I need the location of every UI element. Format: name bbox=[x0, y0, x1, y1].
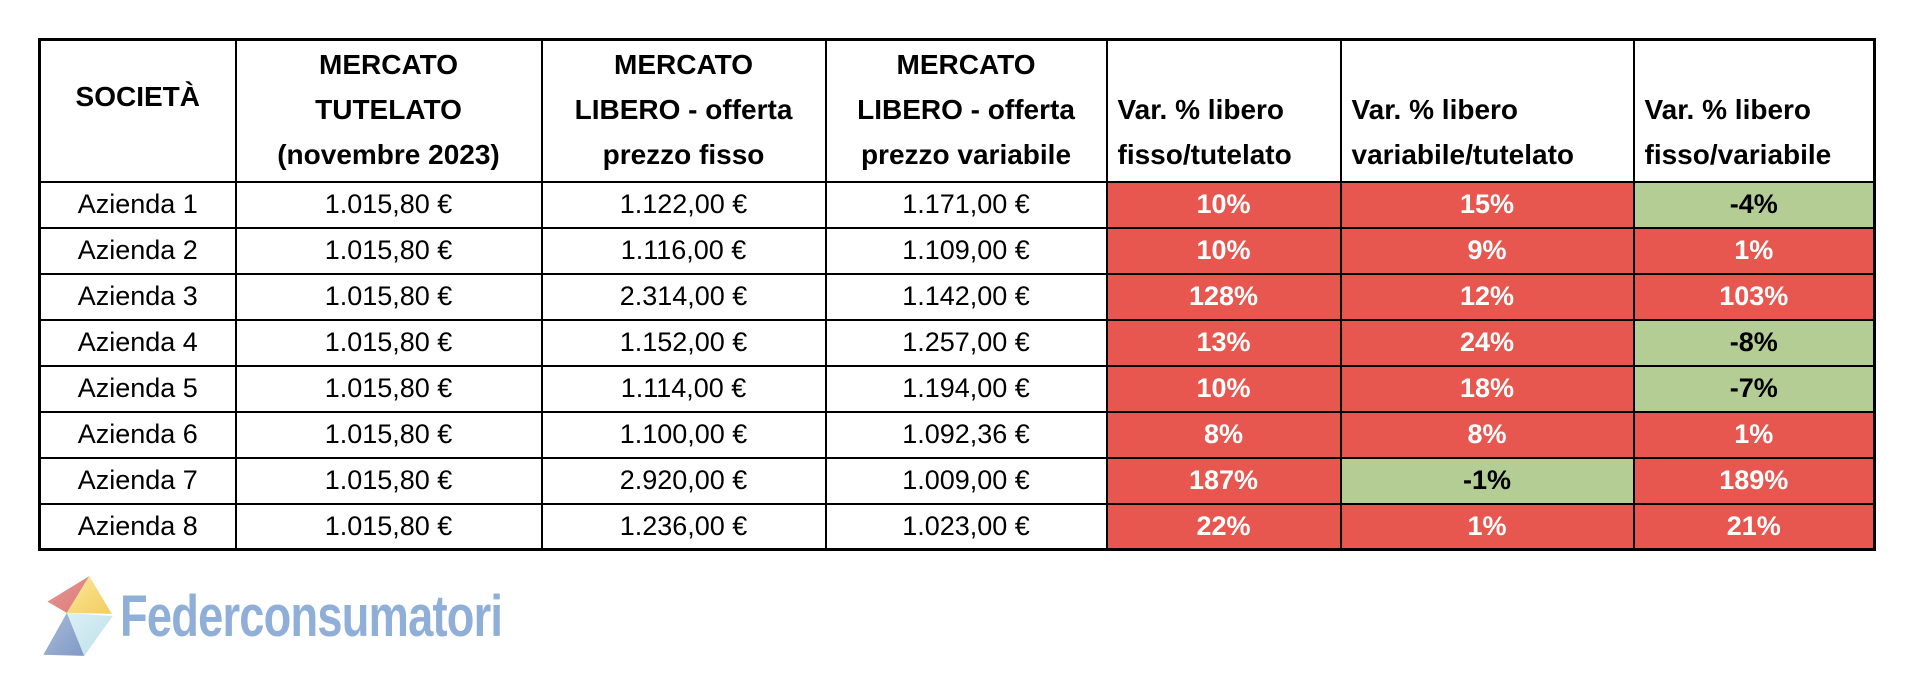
company-cell: Azienda 1 bbox=[38, 180, 237, 229]
company-cell: Azienda 4 bbox=[38, 318, 237, 367]
variation-cell: -8% bbox=[1632, 318, 1876, 367]
column-header-mercato-tutelato: MERCATO TUTELATO (novembre 2023) bbox=[234, 38, 543, 183]
header-label-line: Var. % libero bbox=[1117, 93, 1285, 125]
column-header-var-fisso-tutelato: Var. % libero fisso/tutelato bbox=[1105, 38, 1342, 183]
price-cell: 1.015,80 € bbox=[234, 456, 543, 505]
table-body: Azienda 1 1.015,80 € 1.122,00 € 1.171,00… bbox=[38, 180, 1876, 551]
variation-cell: -4% bbox=[1632, 180, 1876, 229]
header-label-line: (novembre 2023) bbox=[277, 138, 500, 170]
column-header-var-variabile-tutelato: Var. % libero variabile/tutelato bbox=[1339, 38, 1635, 183]
variation-cell: -7% bbox=[1632, 364, 1876, 413]
header-row: SOCIETÀ MERCATO TUTELATO (novembre 2023)… bbox=[38, 38, 1876, 183]
column-header-mercato-libero-fisso: MERCATO LIBERO - offerta prezzo fisso bbox=[540, 38, 827, 183]
company-cell: Azienda 2 bbox=[38, 226, 237, 275]
header-label-line: Var. % libero bbox=[1351, 93, 1519, 125]
company-cell: Azienda 7 bbox=[38, 456, 237, 505]
variation-cell: 128% bbox=[1105, 272, 1342, 321]
logo-triangle-cyan bbox=[66, 612, 113, 656]
price-cell: 1.015,80 € bbox=[234, 180, 543, 229]
header-label-line: TUTELATO bbox=[315, 93, 462, 125]
header-label-line: fisso/tutelato bbox=[1117, 138, 1292, 170]
variation-cell: 10% bbox=[1105, 180, 1342, 229]
price-cell: 1.100,00 € bbox=[540, 410, 827, 459]
logo-triangle-red bbox=[47, 576, 90, 613]
price-cell: 1.092,36 € bbox=[824, 410, 1108, 459]
price-cell: 1.023,00 € bbox=[824, 502, 1108, 551]
table-row: Azienda 1 1.015,80 € 1.122,00 € 1.171,00… bbox=[38, 180, 1876, 229]
logo-text: Federconsumatori bbox=[120, 584, 503, 649]
price-cell: 1.116,00 € bbox=[540, 226, 827, 275]
variation-cell: 103% bbox=[1632, 272, 1876, 321]
company-cell: Azienda 5 bbox=[38, 364, 237, 413]
logo-triangle-yellow bbox=[66, 576, 112, 614]
price-cell: 1.236,00 € bbox=[540, 502, 827, 551]
price-cell: 1.171,00 € bbox=[824, 180, 1108, 229]
column-header-societa: SOCIETÀ bbox=[38, 38, 237, 183]
price-cell: 1.015,80 € bbox=[234, 364, 543, 413]
price-cell: 1.015,80 € bbox=[234, 226, 543, 275]
variation-cell: 13% bbox=[1105, 318, 1342, 367]
variation-cell: 21% bbox=[1632, 502, 1876, 551]
variation-cell: 189% bbox=[1632, 456, 1876, 505]
header-label-line: fisso/variabile bbox=[1644, 138, 1832, 170]
price-cell: 1.114,00 € bbox=[540, 364, 827, 413]
variation-cell: 187% bbox=[1105, 456, 1342, 505]
price-cell: 1.109,00 € bbox=[824, 226, 1108, 275]
header-label-line: LIBERO - offerta bbox=[857, 93, 1075, 125]
table-row: Azienda 6 1.015,80 € 1.100,00 € 1.092,36… bbox=[38, 410, 1876, 459]
variation-cell: 22% bbox=[1105, 502, 1342, 551]
header-label-line: variabile/tutelato bbox=[1351, 138, 1575, 170]
price-cell: 2.920,00 € bbox=[540, 456, 827, 505]
variation-cell: -1% bbox=[1339, 456, 1635, 505]
column-header-mercato-libero-variabile: MERCATO LIBERO - offerta prezzo variabil… bbox=[824, 38, 1108, 183]
variation-cell: 15% bbox=[1339, 180, 1635, 229]
price-cell: 2.314,00 € bbox=[540, 272, 827, 321]
company-cell: Azienda 6 bbox=[38, 410, 237, 459]
logo-triangle-blue bbox=[43, 612, 85, 656]
variation-cell: 12% bbox=[1339, 272, 1635, 321]
table-row: Azienda 7 1.015,80 € 2.920,00 € 1.009,00… bbox=[38, 456, 1876, 505]
variation-cell: 1% bbox=[1339, 502, 1635, 551]
price-cell: 1.194,00 € bbox=[824, 364, 1108, 413]
price-cell: 1.015,80 € bbox=[234, 318, 543, 367]
header-label-line: prezzo fisso bbox=[602, 138, 765, 170]
variation-cell: 8% bbox=[1339, 410, 1635, 459]
price-cell: 1.142,00 € bbox=[824, 272, 1108, 321]
header-label-line: prezzo variabile bbox=[860, 138, 1072, 170]
column-header-var-fisso-variabile: Var. % libero fisso/variabile bbox=[1632, 38, 1876, 183]
variation-cell: 10% bbox=[1105, 226, 1342, 275]
price-cell: 1.009,00 € bbox=[824, 456, 1108, 505]
header-label-line: MERCATO bbox=[319, 48, 458, 80]
price-comparison-table: SOCIETÀ MERCATO TUTELATO (novembre 2023)… bbox=[38, 38, 1876, 551]
price-cell: 1.015,80 € bbox=[234, 272, 543, 321]
table-row: Azienda 2 1.015,80 € 1.116,00 € 1.109,00… bbox=[38, 226, 1876, 275]
header-label-line: MERCATO bbox=[896, 48, 1036, 80]
company-cell: Azienda 3 bbox=[38, 272, 237, 321]
variation-cell: 24% bbox=[1339, 318, 1635, 367]
company-cell: Azienda 8 bbox=[38, 502, 237, 551]
table-row: Azienda 4 1.015,80 € 1.152,00 € 1.257,00… bbox=[38, 318, 1876, 367]
price-cell: 1.015,80 € bbox=[234, 410, 543, 459]
price-cell: 1.257,00 € bbox=[824, 318, 1108, 367]
table-row: Azienda 8 1.015,80 € 1.236,00 € 1.023,00… bbox=[38, 502, 1876, 551]
header-label-line: Var. % libero bbox=[1644, 93, 1812, 125]
variation-cell: 9% bbox=[1339, 226, 1635, 275]
variation-cell: 1% bbox=[1632, 410, 1876, 459]
table-row: Azienda 3 1.015,80 € 2.314,00 € 1.142,00… bbox=[38, 272, 1876, 321]
variation-cell: 18% bbox=[1339, 364, 1635, 413]
table-row: Azienda 5 1.015,80 € 1.114,00 € 1.194,00… bbox=[38, 364, 1876, 413]
variation-cell: 1% bbox=[1632, 226, 1876, 275]
price-cell: 1.015,80 € bbox=[234, 502, 543, 551]
federconsumatori-logo: Federconsumatori bbox=[34, 570, 610, 664]
price-cell: 1.152,00 € bbox=[540, 318, 827, 367]
header-label-line: MERCATO bbox=[614, 48, 753, 80]
federconsumatori-logo-icon bbox=[43, 576, 113, 656]
price-comparison-table-wrap: SOCIETÀ MERCATO TUTELATO (novembre 2023)… bbox=[38, 38, 1876, 551]
header-label: SOCIETÀ bbox=[75, 81, 200, 113]
table-header: SOCIETÀ MERCATO TUTELATO (novembre 2023)… bbox=[38, 38, 1876, 183]
header-label-line: LIBERO - offerta bbox=[574, 93, 793, 125]
variation-cell: 8% bbox=[1105, 410, 1342, 459]
price-cell: 1.122,00 € bbox=[540, 180, 827, 229]
variation-cell: 10% bbox=[1105, 364, 1342, 413]
